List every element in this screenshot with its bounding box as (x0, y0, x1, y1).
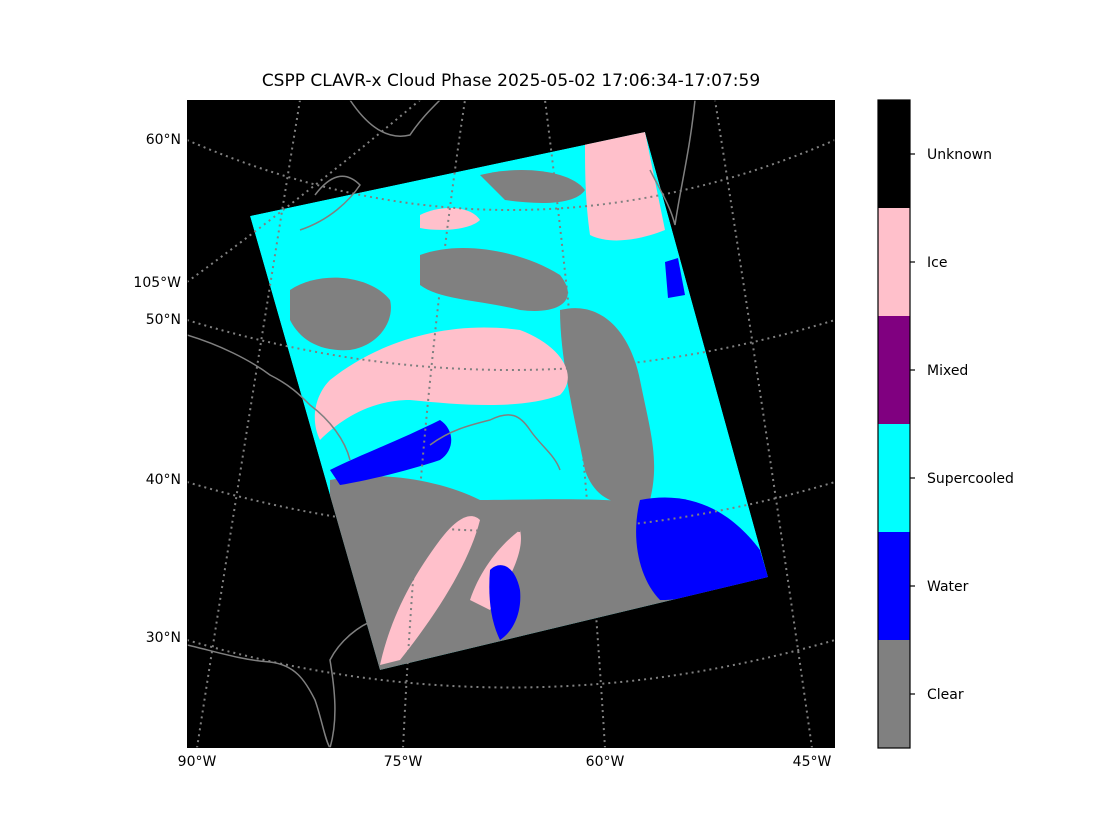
coastlines (187, 100, 696, 748)
coastline-northeast (649, 100, 696, 226)
colorbar-label-supercooled: Supercooled (927, 471, 1014, 487)
colorbar-swatch-clear (878, 640, 910, 748)
latitude-labels: 60°N 105°W 50°N 40°N 30°N (133, 132, 181, 646)
coastline-east (329, 619, 376, 748)
colorbar-label-clear: Clear (927, 687, 964, 703)
lon-label-105: 105°W (133, 275, 181, 291)
gridline-lon-90 (196, 100, 301, 748)
clear-region-north-small (480, 170, 585, 203)
water-region-midwest (330, 420, 452, 485)
lat-label-40: 40°N (146, 472, 181, 488)
latitude-gridlines (187, 139, 835, 689)
clear-region-northwest (290, 277, 391, 351)
colorbar-frame (877, 99, 911, 749)
ice-region-northeast (585, 132, 665, 241)
colorbar: Unknown Ice Mixed Supercooled Water Clear (877, 99, 1014, 749)
coastline-hudson (299, 175, 361, 231)
colorbar-label-ice: Ice (927, 255, 947, 271)
water-region-southeast (636, 497, 768, 600)
colorbar-label-mixed: Mixed (927, 363, 968, 379)
coastline-florida (187, 644, 331, 748)
lat-label-30: 30°N (146, 630, 181, 646)
satellite-swath (250, 132, 768, 670)
coastline-labrador (349, 100, 441, 137)
gridline-lon-75 (402, 100, 466, 748)
water-region-east-edge (665, 258, 685, 298)
lon-label-75: 75°W (384, 754, 423, 770)
lat-label-60: 60°N (146, 132, 181, 148)
clear-region-north-central (420, 247, 568, 311)
colorbar-swatch-mixed (878, 316, 910, 424)
clear-region-east-band (560, 308, 655, 504)
border-us-canada (187, 334, 351, 461)
colorbar-label-unknown: Unknown (927, 147, 992, 163)
map-title: CSPP CLAVR-x Cloud Phase 2025-05-02 17:0… (262, 71, 760, 91)
lon-label-90: 90°W (178, 754, 217, 770)
ice-region-north-strip (420, 208, 480, 230)
coastline-great-lakes (429, 414, 561, 471)
colorbar-swatch-unknown (878, 100, 910, 208)
colorbar-label-water: Water (927, 579, 969, 595)
water-region-south (489, 565, 521, 640)
longitude-gridlines (187, 100, 813, 748)
gridline-lon-105 (187, 100, 421, 283)
colorbar-swatch-supercooled (878, 424, 910, 532)
gridline-lon-60 (544, 100, 606, 748)
ice-region-central (314, 327, 568, 440)
ice-region-southwest-streak (380, 516, 480, 665)
lon-label-45: 45°W (793, 754, 832, 770)
map-panel (187, 100, 835, 748)
colorbar-swatch-ice (878, 208, 910, 316)
lat-label-50: 50°N (146, 312, 181, 328)
colorbar-swatch-water (878, 532, 910, 640)
lon-label-60: 60°W (586, 754, 625, 770)
longitude-labels: 90°W 75°W 60°W 45°W (178, 754, 832, 770)
gridline-lat-60 (187, 139, 835, 211)
